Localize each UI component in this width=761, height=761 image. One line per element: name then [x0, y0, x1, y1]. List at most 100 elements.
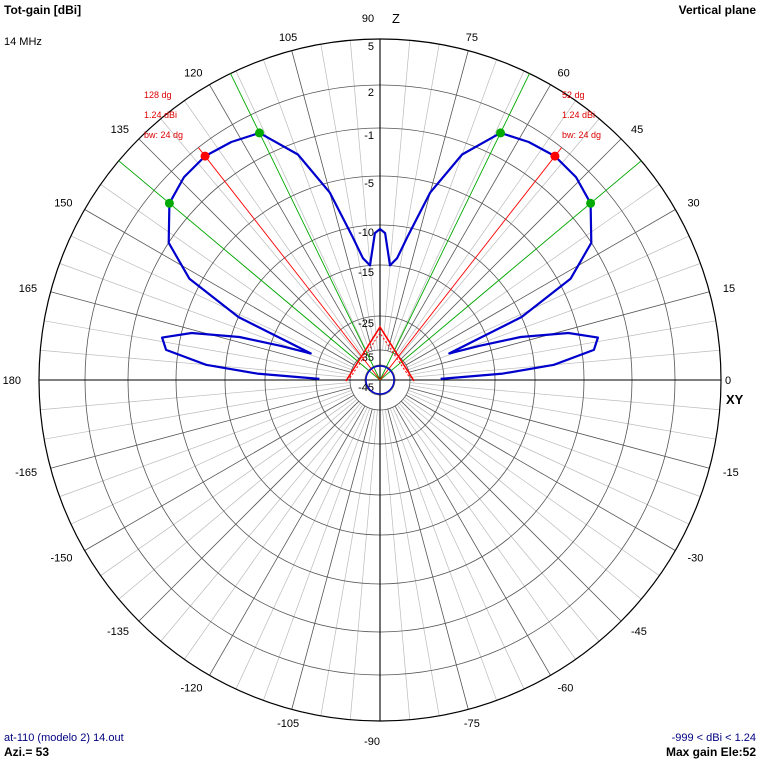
left-annotation-bw: bw: 24 dg — [144, 130, 183, 140]
major-radial-line — [400, 138, 622, 360]
max-gain-line — [379, 147, 562, 381]
minor-radial-line — [70, 235, 353, 368]
angle-tick-label: -75 — [464, 718, 480, 730]
minor-radial-line — [100, 184, 356, 364]
major-radial-line — [209, 84, 366, 355]
half-power-dot — [496, 128, 506, 138]
left-annotation-gain: 1.24 dBi — [144, 110, 177, 120]
radial-tick-label: -1 — [364, 130, 374, 142]
angle-tick-label: -105 — [277, 718, 299, 730]
angle-tick-label: 105 — [279, 32, 297, 44]
minor-radial-line — [404, 396, 660, 576]
right-annotation-bw: bw: 24 dg — [562, 130, 601, 140]
minor-radial-line — [184, 100, 364, 356]
minor-radial-line — [118, 399, 358, 600]
right-annotation: 52 dg 1.24 dBi bw: 24 dg — [562, 90, 601, 140]
angle-tick-label: -150 — [51, 553, 73, 565]
angle-tick-label: 45 — [631, 124, 643, 136]
minor-radial-line — [382, 409, 411, 720]
minor-radial-line — [235, 407, 368, 690]
minor-radial-line — [409, 382, 720, 411]
angle-tick-label: -135 — [107, 626, 129, 638]
center-circle — [365, 365, 395, 395]
major-radial-line — [400, 400, 622, 622]
range-label: -999 < dBi < 1.24 — [672, 732, 756, 744]
minor-radial-line — [407, 235, 690, 368]
max-gain-line — [198, 147, 381, 381]
pattern-curve — [161, 131, 599, 380]
angle-tick-label: 180 — [3, 375, 21, 387]
minor-radial-line — [40, 382, 351, 411]
half-power-line — [118, 160, 381, 381]
ground-marker — [345, 325, 415, 395]
minor-radial-line — [44, 384, 351, 440]
max-gain-dot — [550, 151, 560, 161]
major-radial-line — [405, 394, 676, 551]
half-power-line — [230, 73, 381, 381]
major-radial-line — [291, 408, 373, 710]
angle-tick-label: 90 — [362, 13, 374, 25]
radial-tick-label: -5 — [364, 178, 374, 190]
half-power-dot — [586, 198, 596, 208]
major-radial-line — [291, 50, 373, 352]
angle-tick-label: -90 — [364, 736, 380, 748]
minor-radial-line — [100, 396, 356, 576]
minor-radial-line — [235, 70, 368, 353]
minor-radial-line — [349, 409, 378, 720]
radial-tick-label: -15 — [358, 267, 374, 279]
radial-tick-labels: 52-1-5-10-15-25-35-45 — [358, 41, 374, 394]
frequency-label: 14 MHz — [4, 36, 42, 48]
angle-tick-label: 75 — [466, 32, 478, 44]
major-radial-line — [394, 405, 551, 676]
minor-radial-line — [409, 349, 720, 378]
minor-radial-line — [349, 40, 378, 351]
angle-tick-label: 120 — [184, 68, 202, 80]
angle-tick-label: -165 — [15, 467, 37, 479]
half-power-dot — [254, 128, 264, 138]
minor-radial-line — [399, 118, 600, 358]
angle-tick-label: -60 — [558, 682, 574, 694]
minor-radial-line — [184, 404, 364, 660]
radial-tick-label: -45 — [358, 382, 374, 394]
beam-markers — [118, 73, 642, 381]
file-label: at-110 (modelo 2) 14.out — [4, 732, 124, 744]
radial-tick-label: 2 — [368, 87, 374, 99]
minor-radial-line — [384, 409, 440, 716]
angle-tick-label: -120 — [180, 682, 202, 694]
minor-radial-line — [409, 320, 716, 376]
radial-tick-label: 5 — [368, 41, 374, 53]
minor-radial-line — [407, 392, 690, 525]
angle-tick-label: 60 — [558, 68, 570, 80]
minor-radial-line — [396, 100, 576, 356]
major-radial-line — [84, 209, 355, 366]
right-annotation-angle: 52 dg — [562, 90, 585, 100]
right-annotation-gain: 1.24 dBi — [562, 110, 595, 120]
half-power-line — [379, 160, 642, 381]
angle-tick-label: 30 — [687, 198, 699, 210]
angle-tick-label: 15 — [723, 283, 735, 295]
angle-tick-label: -15 — [723, 467, 739, 479]
angle-tick-label: 135 — [111, 124, 129, 136]
radiation-pattern — [161, 128, 599, 380]
minor-radial-line — [392, 70, 525, 353]
max-gain-dot — [200, 151, 210, 161]
major-radial-line — [50, 387, 352, 469]
minor-radial-line — [70, 392, 353, 525]
major-radial-line — [387, 50, 469, 352]
angle-tick-label: 150 — [54, 198, 72, 210]
major-radial-line — [209, 405, 366, 676]
half-power-line — [379, 73, 530, 381]
minor-radial-line — [40, 349, 351, 378]
plane-label: Vertical plane — [679, 3, 757, 17]
xy-axis-label: XY — [726, 392, 744, 407]
major-radial-line — [84, 394, 355, 551]
angle-tick-label: 0 — [725, 375, 731, 387]
angle-tick-label: -45 — [631, 626, 647, 638]
left-annotation: 128 dg 1.24 dBi bw: 24 dg — [144, 90, 183, 140]
minor-radial-line — [44, 320, 351, 376]
minor-radial-line — [320, 44, 376, 351]
half-power-dot — [164, 198, 174, 208]
major-radial-line — [408, 291, 710, 373]
minor-radial-line — [160, 118, 361, 358]
